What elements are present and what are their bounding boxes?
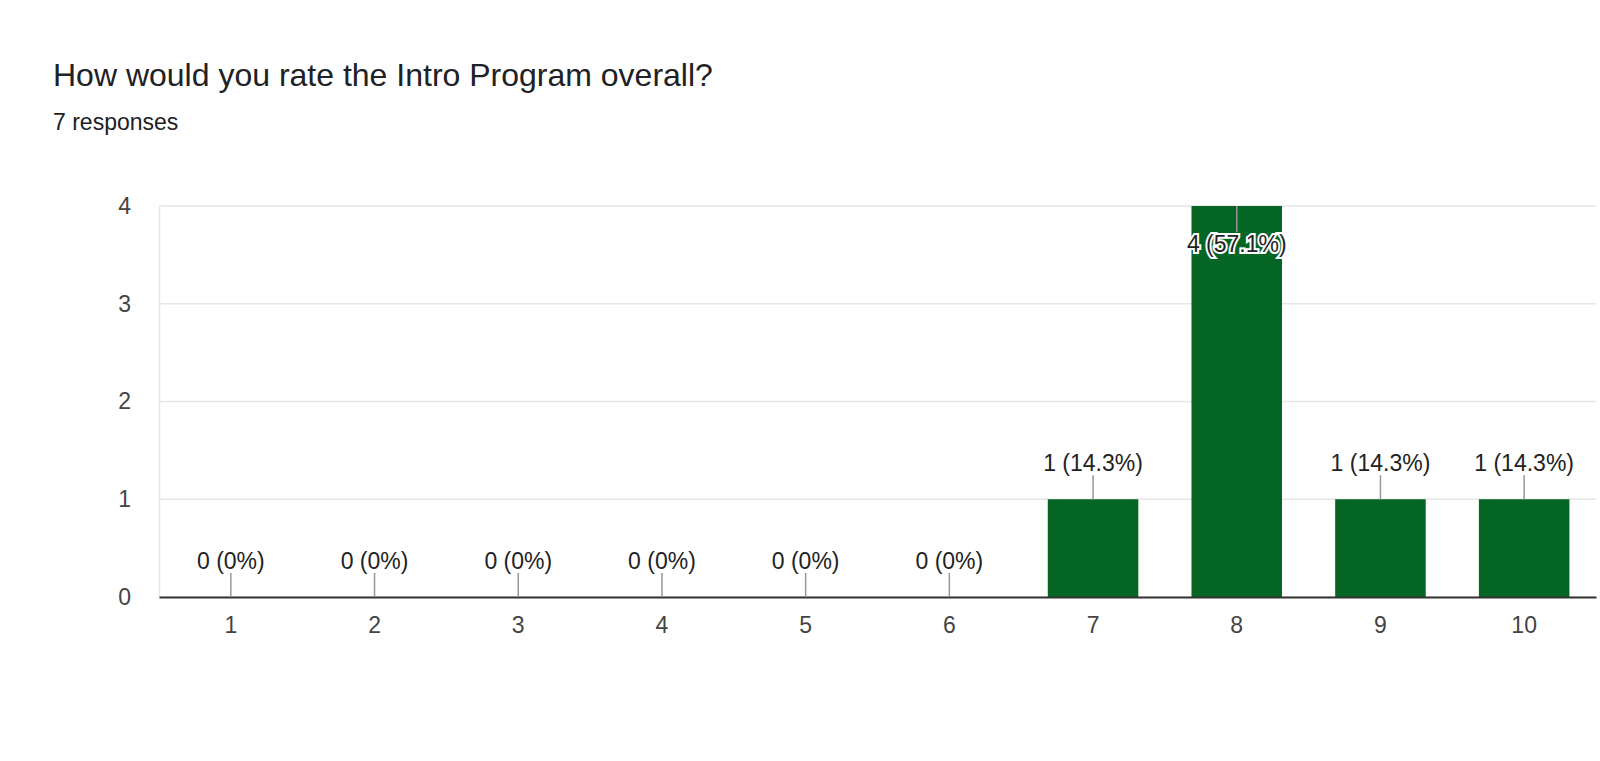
- label-leader: [1523, 475, 1525, 499]
- x-tick-label: 5: [799, 612, 812, 638]
- x-tick: 4: [656, 597, 669, 638]
- grid-line: [159, 303, 1596, 305]
- x-tick: 10: [1511, 597, 1537, 638]
- label-leader: [230, 573, 232, 597]
- title: How would you rate the Intro Program ove…: [53, 57, 713, 93]
- label-leader: [661, 573, 663, 597]
- x-tick: 1: [224, 597, 237, 638]
- label-leader: [805, 573, 807, 597]
- x-tick-label: 2: [368, 612, 381, 638]
- label-leader: [518, 573, 520, 597]
- x-tick-label: 9: [1374, 612, 1387, 638]
- y-tick-label: 2: [118, 388, 131, 414]
- y-axis: 0 1 2 3 4: [118, 193, 159, 610]
- y-tick-label: 1: [118, 486, 131, 512]
- x-tick-label: 7: [1087, 612, 1100, 638]
- data-label: 0 (0%): [628, 548, 696, 574]
- y-tick-label: 3: [118, 291, 131, 317]
- y-tick: 0: [118, 584, 159, 610]
- x-tick-label: 8: [1230, 612, 1243, 638]
- data-label: 0 (0%): [484, 548, 552, 574]
- chart: How would you rate the Intro Program ove…: [0, 0, 1600, 761]
- data-label: 0 (0%): [341, 548, 409, 574]
- plot: 01234123456789100 (0%)0 (0%)0 (0%)0 (0%)…: [118, 193, 1596, 638]
- data-labels: 0 (0%) 0 (0%) 0 (0%) 0 (0%) 0 (0%) 0 (0%) 1 (1…: [197, 206, 1574, 597]
- y-tick: 4: [118, 193, 159, 219]
- grid-line: [159, 205, 1596, 207]
- label-leader: [949, 573, 951, 597]
- x-tick: 5: [799, 597, 812, 638]
- x-tick-label: 4: [656, 612, 669, 638]
- y-axis-line: [159, 207, 161, 598]
- data-label: 0 (0%): [197, 548, 265, 574]
- label-leader: [1092, 475, 1094, 499]
- x-tick: 7: [1087, 597, 1100, 638]
- data-label: 1 (14.3%): [1474, 450, 1574, 476]
- bar: [1191, 206, 1282, 597]
- bar: [1335, 499, 1426, 597]
- data-label: 1 (14.3%): [1043, 450, 1143, 476]
- x-tick: 8: [1230, 597, 1243, 638]
- x-tick: 9: [1374, 597, 1387, 638]
- data-label: 0 (0%): [915, 548, 983, 574]
- x-tick-label: 1: [224, 612, 237, 638]
- grid-line: [159, 401, 1596, 403]
- data-label: 0 (0%): [772, 548, 840, 574]
- bar: [1479, 499, 1570, 597]
- y-tick: 3: [118, 291, 159, 317]
- grid: [159, 206, 1596, 597]
- x-tick: 6: [943, 597, 956, 638]
- x-axis: 1 2 3 4 5 6 7 8 9 10: [160, 597, 1597, 638]
- y-tick: 2: [118, 388, 159, 414]
- x-tick-label: 6: [943, 612, 956, 638]
- x-tick: 2: [368, 597, 381, 638]
- label-leader: [1380, 475, 1382, 499]
- y-tick-label: 0: [118, 584, 131, 610]
- bar: [1048, 499, 1139, 597]
- label-leader: [374, 573, 376, 597]
- x-tick: 3: [512, 597, 525, 638]
- x-tick-label: 3: [512, 612, 525, 638]
- y-tick-label: 4: [118, 193, 131, 219]
- label-leader: [1236, 206, 1238, 232]
- y-tick: 1: [118, 486, 159, 512]
- subtitle: 7 responses: [53, 109, 178, 135]
- data-label: 4 (57.1%): [1187, 231, 1287, 257]
- bars: [1048, 206, 1570, 597]
- x-tick-label: 10: [1511, 612, 1537, 638]
- data-label: 1 (14.3%): [1331, 450, 1431, 476]
